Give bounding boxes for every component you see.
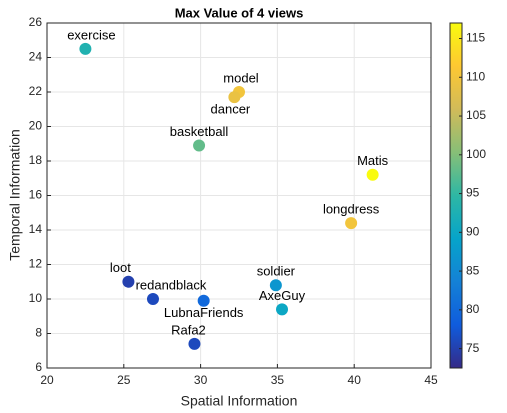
point [269, 279, 282, 292]
colorbar-tick-label: 105 [466, 108, 486, 122]
x-tick-label: 45 [424, 373, 438, 387]
point-label: dancer [211, 102, 251, 117]
y-tick-label: 16 [29, 188, 43, 202]
y-tick-label: 10 [29, 291, 43, 305]
colorbar-tick-label: 95 [466, 186, 480, 200]
y-tick-label: 24 [29, 50, 43, 64]
point-label: basketball [170, 124, 229, 139]
point [188, 337, 201, 350]
point [146, 293, 159, 305]
point [345, 217, 358, 230]
point-label: AxeGuy [259, 288, 306, 303]
point [228, 91, 241, 104]
y-tick-label: 22 [29, 84, 43, 98]
colorbar-tick-label: 90 [466, 224, 480, 238]
point [79, 42, 92, 55]
point-label: Rafa2 [171, 322, 206, 337]
point [197, 294, 210, 307]
point-label: loot [110, 260, 131, 275]
colorbar-tick-label: 85 [466, 263, 480, 277]
point-label: LubnaFriends [164, 305, 244, 320]
point [122, 275, 135, 288]
x-tick-label: 40 [348, 373, 362, 387]
x-tick-label: 25 [117, 373, 131, 387]
chart-title: Max Value of 4 views [175, 5, 304, 20]
plot-frame [46, 22, 432, 369]
point-label: Matis [357, 153, 389, 168]
point-label: exercise [67, 27, 115, 42]
point [276, 303, 289, 316]
y-tick-label: 14 [29, 222, 43, 236]
colorbar-tick-label: 75 [466, 341, 480, 355]
colorbar [449, 22, 463, 369]
y-tick-label: 8 [35, 326, 42, 340]
colorbar-tick-label: 80 [466, 302, 480, 316]
colorbar-tick-label: 110 [466, 69, 485, 83]
x-tick-label: 20 [40, 373, 54, 387]
point-label: longdress [323, 202, 380, 217]
x-axis-label: Spatial Information [181, 393, 298, 409]
point-label: redandblack [136, 277, 207, 292]
point-label: model [223, 70, 259, 85]
x-tick-label: 35 [271, 373, 285, 387]
y-tick-label: 20 [29, 119, 43, 133]
y-tick-label: 26 [29, 15, 43, 29]
x-tick-label: 30 [194, 373, 208, 387]
point-label: soldier [257, 264, 296, 279]
y-axis-label: Temporal Information [7, 129, 23, 261]
point [366, 168, 379, 181]
y-tick-label: 18 [29, 153, 43, 167]
point [193, 139, 206, 152]
colorbar-tick-label: 115 [466, 31, 485, 45]
y-tick-label: 6 [35, 360, 42, 374]
y-tick-label: 12 [29, 257, 43, 271]
colorbar-tick-label: 100 [466, 147, 486, 161]
